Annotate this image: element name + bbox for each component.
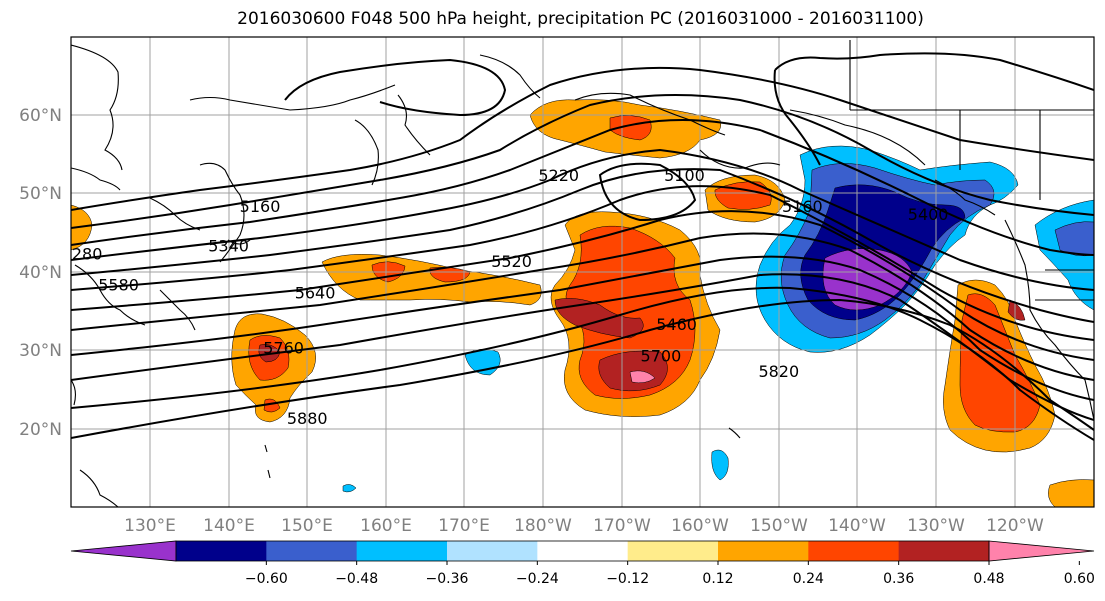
contour-label: 5400 xyxy=(908,205,949,224)
gridlines xyxy=(71,37,1094,507)
contour-label: 5880 xyxy=(287,409,328,428)
precip-negative-region xyxy=(342,484,357,493)
precip-positive-region xyxy=(609,115,652,141)
colorbar-tick-label: 0.60 xyxy=(1064,571,1095,587)
contour-label: 5100 xyxy=(664,166,705,185)
colorbar-segment xyxy=(627,541,719,561)
longitude-label: 150°E xyxy=(281,516,333,536)
latitude-label: 20°N xyxy=(19,420,62,440)
longitude-label: 180°W xyxy=(514,516,572,536)
colorbar-tick-label: 0.24 xyxy=(793,571,824,587)
longitude-axis: 130°E 140°E 150°E 160°E 170°E 180°W 170°… xyxy=(124,516,1044,536)
contour-label: 5640 xyxy=(295,284,336,303)
colorbar-segment xyxy=(356,541,448,561)
colorbar-tick-label: −0.60 xyxy=(245,571,288,587)
colorbar-segment xyxy=(447,541,538,561)
latitude-label: 50°N xyxy=(19,184,62,204)
contour-label: 5160 xyxy=(240,197,281,216)
colorbar-tick-label: 0.36 xyxy=(883,571,914,587)
colorbar: −0.60 −0.48 −0.36 −0.24 −0.12 0.12 0.24 0.36 0.4… xyxy=(70,540,1095,587)
contour-label: 280 xyxy=(72,244,103,263)
colorbar-tick-label: −0.36 xyxy=(426,571,469,587)
contour-label: 5160 xyxy=(782,197,823,216)
longitude-label: 120°W xyxy=(986,516,1044,536)
contour-label: 5340 xyxy=(208,236,249,255)
colorbar-tick-label: 0.12 xyxy=(702,571,733,587)
map-frame xyxy=(70,36,1095,508)
precip-positive-region xyxy=(629,370,656,384)
longitude-label: 160°W xyxy=(671,516,729,536)
contour-label: 5760 xyxy=(263,339,304,358)
latitude-label: 40°N xyxy=(19,263,62,283)
colorbar-segment xyxy=(537,541,629,561)
colorbar-segment xyxy=(898,541,990,561)
longitude-label: 170°W xyxy=(593,516,651,536)
colorbar-frame xyxy=(175,540,990,562)
longitude-label: 170°E xyxy=(438,516,490,536)
contour-label: 5220 xyxy=(538,166,579,185)
longitude-label: 150°W xyxy=(750,516,808,536)
precip-negative-region xyxy=(711,449,729,481)
map-area: 5160 5340 280 5580 5640 5760 5880 5220 5100 5160 5… xyxy=(71,37,1094,507)
contour-label: 5460 xyxy=(656,315,697,334)
height-contours xyxy=(71,52,1094,441)
latitude-label: 30°N xyxy=(19,341,62,361)
colorbar-segment xyxy=(718,541,809,561)
colorbar-extend-max xyxy=(988,540,1095,562)
longitude-label: 140°W xyxy=(828,516,886,536)
colorbar-tick-label: −0.24 xyxy=(516,571,559,587)
colorbar-segment xyxy=(266,541,358,561)
latitude-axis: 60°N 50°N 40°N 30°N 20°N xyxy=(19,106,62,440)
colorbar-extend-min xyxy=(70,540,177,562)
map-title: 2016030600 F048 500 hPa height, precipit… xyxy=(237,9,924,29)
precip-positive-region xyxy=(1048,479,1094,507)
contour-label: 5820 xyxy=(758,362,799,381)
colorbar-segment xyxy=(176,541,267,561)
colorbar-segment xyxy=(808,541,900,561)
latitude-label: 60°N xyxy=(19,106,62,126)
longitude-label: 140°E xyxy=(203,516,255,536)
longitude-label: 130°E xyxy=(124,516,176,536)
contour-label: 5520 xyxy=(491,252,532,271)
longitude-label: 130°W xyxy=(907,516,965,536)
colorbar-tick-label: 0.48 xyxy=(973,571,1004,587)
coastlines xyxy=(71,40,1094,507)
colorbar-tick-label: −0.12 xyxy=(606,571,649,587)
longitude-label: 160°E xyxy=(360,516,412,536)
contour-label: 5700 xyxy=(641,346,682,365)
contour-label: 5580 xyxy=(98,276,139,295)
contour-labels: 5160 5340 280 5580 5640 5760 5880 5220 5100 5160 5… xyxy=(72,166,949,428)
colorbar-tick-label: −0.48 xyxy=(335,571,378,587)
